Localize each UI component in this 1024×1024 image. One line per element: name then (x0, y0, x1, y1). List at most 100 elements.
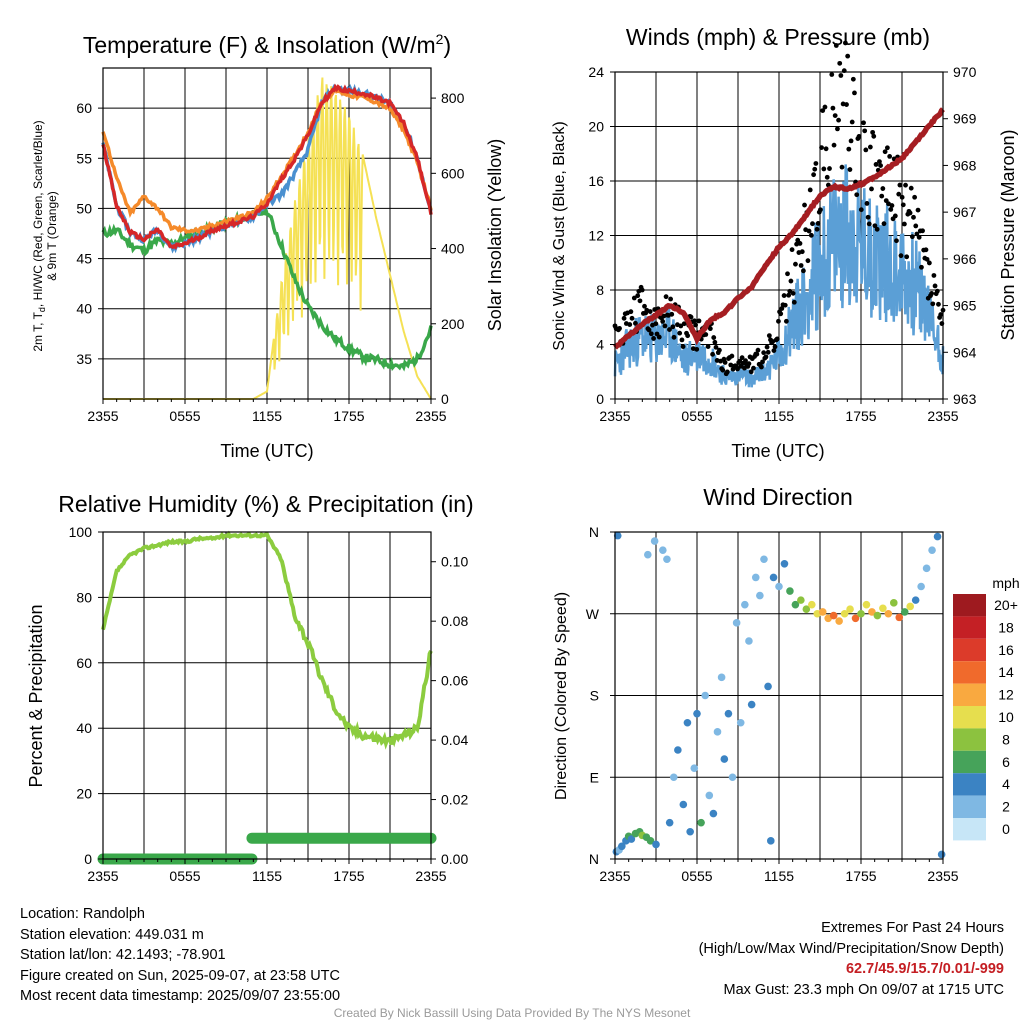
wind-ytick-label: 16 (588, 173, 604, 189)
gust-point (783, 318, 789, 324)
rh-ytick-label: 60 (76, 655, 92, 671)
direction-point (873, 611, 882, 620)
dir-ytick-label: W (586, 606, 600, 622)
dir-ytick-label: E (590, 769, 599, 785)
rh-ytick-label: 0 (84, 851, 92, 867)
gust-point (696, 318, 702, 324)
gust-point (818, 207, 823, 213)
gust-point (827, 166, 832, 171)
wind-xtick-label: 2355 (927, 408, 958, 424)
gust-point (755, 347, 761, 353)
gust-point (678, 323, 684, 329)
temperature-chart: 2355 0555 1155 1755 235535404550556002004006… (76, 67, 465, 424)
wind-y2tick-label: 965 (953, 298, 977, 314)
gust-point (786, 292, 792, 298)
gust-point (833, 43, 839, 48)
direction-point (840, 609, 849, 618)
gust-point (936, 301, 941, 307)
legend-label: 2 (1002, 799, 1010, 815)
rh-ytick-label: 80 (76, 589, 92, 605)
direction-point (679, 800, 688, 809)
direction-point (652, 840, 660, 849)
gust-point (882, 149, 888, 155)
legend-swatch (953, 728, 986, 751)
direction-point (797, 596, 805, 604)
gust-point (772, 344, 778, 350)
gust-point (810, 221, 815, 227)
direction-point (644, 550, 652, 559)
direction-point (693, 709, 701, 718)
gust-point (915, 207, 921, 213)
temp-ylabel-left-line2: & 9m T (Orange) (45, 191, 59, 281)
direction-point (705, 791, 714, 800)
gust-point (639, 287, 645, 293)
temp-ytick-label: 35 (76, 351, 92, 367)
gust-point (685, 333, 691, 339)
rh-xtick-label: 1755 (333, 868, 364, 884)
temp-ytick-label: 50 (76, 200, 92, 216)
legend-label: 0 (1002, 821, 1010, 837)
legend-label: 18 (998, 619, 1014, 635)
gust-point (651, 336, 656, 341)
wind-xtick-label: 0555 (681, 408, 712, 424)
gust-point (934, 288, 940, 294)
gust-point (663, 294, 669, 300)
gust-point (836, 117, 841, 123)
latlon-text: Station lat/lon: 42.1493; -78.901 (20, 947, 226, 964)
gust-point (660, 319, 666, 324)
gust-point (824, 174, 830, 180)
legend-swatch (953, 683, 986, 706)
gust-point (830, 105, 836, 111)
direction-point (862, 600, 871, 609)
direction-point (741, 600, 749, 609)
station-info: Location: Randolph Station elevation: 44… (20, 904, 340, 1007)
gust-point (681, 321, 687, 327)
direction-point (756, 591, 764, 600)
gust-point (662, 323, 668, 329)
rh-y2tick-label: 0.08 (441, 613, 468, 629)
direction-point (760, 555, 768, 564)
dir-xtick-label: 1155 (764, 868, 794, 884)
direction-point (802, 605, 811, 614)
temp-ytick-label: 60 (76, 100, 92, 116)
rh-panel-title: Relative Humidity (%) & Precipitation (i… (58, 491, 473, 517)
sonic-wind-line (613, 164, 945, 388)
direction-point (669, 773, 678, 782)
gust-point (820, 108, 826, 114)
direction-point (747, 700, 756, 709)
dir-xtick-label: 2355 (927, 868, 958, 884)
gust-point (693, 322, 698, 328)
gust-point (761, 350, 767, 356)
legend-swatch (953, 661, 986, 684)
gust-point (823, 146, 829, 152)
gust-point (621, 315, 627, 321)
rh-xtick-label: 1155 (252, 868, 282, 884)
direction-point (775, 582, 783, 591)
dewpoint-line (101, 207, 433, 372)
gust-point (847, 167, 853, 172)
direction-point (937, 850, 946, 859)
direction-point (674, 746, 682, 754)
gust-point (902, 221, 907, 227)
direction-point (709, 809, 718, 818)
gust-point (627, 322, 633, 327)
legend-swatch (953, 795, 986, 818)
gust-point (668, 296, 674, 302)
max-gust-text: Max Gust: 23.3 mph On 09/07 at 1715 UTC (723, 981, 1004, 998)
rh-y2tick-label: 0.06 (441, 673, 468, 689)
rh-xtick-label: 2355 (415, 868, 446, 884)
rh-xtick-label: 0555 (169, 868, 200, 884)
direction-point (879, 604, 887, 613)
wind-pressure-chart: 2355 0555 1155 1755 235504812162024963964965… (588, 40, 977, 424)
extremes-values: 62.7/45.9/15.7/0.01/-999 (845, 961, 1004, 978)
rh-ytick-label: 40 (76, 720, 92, 736)
gust-point (653, 321, 659, 327)
gust-point (637, 298, 643, 304)
wind-y2tick-label: 967 (953, 204, 977, 220)
gust-point (717, 347, 722, 353)
gust-point (633, 320, 638, 326)
gust-point (877, 159, 882, 165)
gust-point (832, 113, 838, 118)
gust-point (900, 202, 906, 208)
direction-point (764, 682, 772, 691)
